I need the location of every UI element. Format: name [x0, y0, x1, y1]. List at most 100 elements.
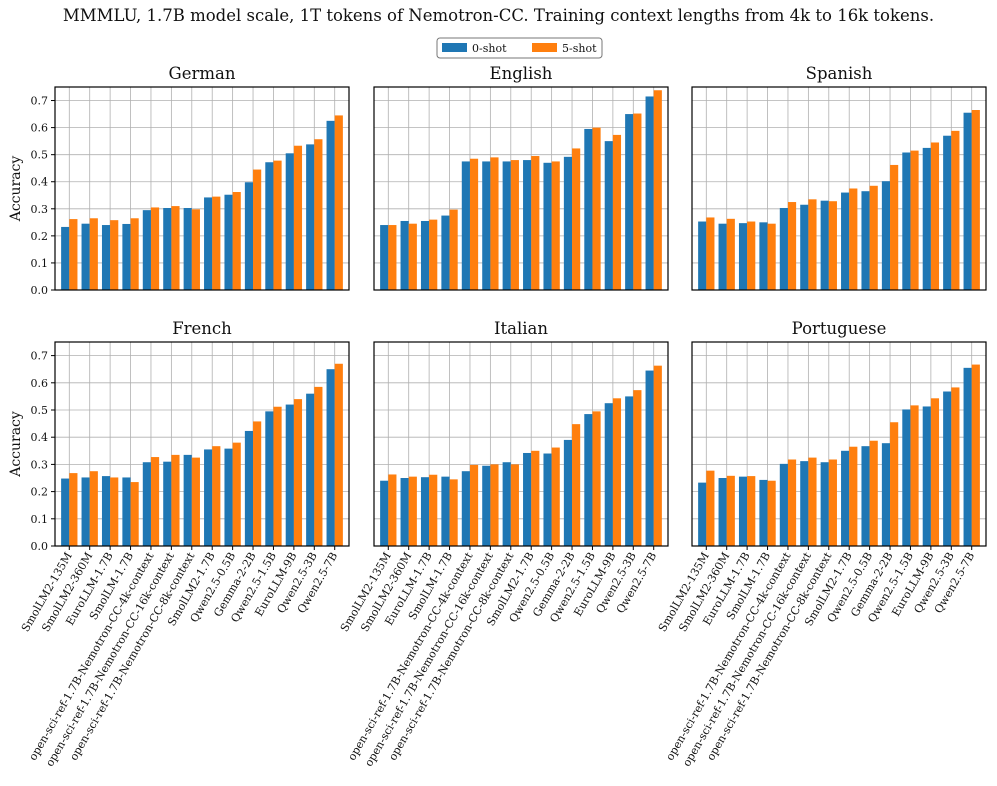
y-tick-label: 0.3 [31, 203, 49, 216]
bar-portuguese-0-shot-smollm2-135m [698, 482, 707, 546]
bar-italian-5-shot-smollm2-360m [408, 476, 417, 546]
bar-portuguese-0-shot-eurollm-9b [922, 406, 931, 546]
bar-portuguese-0-shot-eurollm-1-7b [738, 476, 748, 546]
bar-french-0-shot-open-sci-ref-1-7b-nemotron-cc-16k-context [163, 461, 172, 546]
bar-italian-0-shot-qwen2-5-1-5b [584, 414, 593, 546]
bar-english-5-shot-eurollm-1-7b [429, 219, 438, 290]
bar-spanish-5-shot-qwen2-5-0-5b [869, 185, 878, 290]
bar-portuguese-5-shot-eurollm-9b [930, 398, 940, 546]
y-tick-label: 0.3 [31, 458, 49, 471]
bar-french-0-shot-smollm-1-7b [122, 477, 131, 546]
bar-english-5-shot-smollm-1-7b [449, 209, 458, 290]
bar-french-0-shot-qwen2-5-0-5b [224, 448, 233, 546]
subplot-spanish: Spanish [691, 64, 987, 291]
bar-german-5-shot-open-sci-ref-1-7b-nemotron-cc-16k-context [171, 206, 180, 290]
bar-german-0-shot-open-sci-ref-1-7b-nemotron-cc-16k-context [163, 207, 172, 290]
bar-portuguese-5-shot-smollm-1-7b [767, 480, 776, 546]
bar-spanish-5-shot-gemma-2-2b [890, 164, 899, 290]
bar-french-5-shot-eurollm-1-7b [110, 477, 119, 546]
bar-english-5-shot-open-sci-ref-1-7b-nemotron-cc-16k-context [490, 157, 499, 290]
bar-portuguese-0-shot-smollm2-360m [718, 478, 727, 546]
bar-french-0-shot-eurollm-9b [285, 404, 294, 546]
axes-frame [373, 341, 669, 547]
bar-english-5-shot-eurollm-9b [612, 134, 622, 290]
bar-english-5-shot-smollm2-360m [408, 223, 417, 290]
bar-spanish-5-shot-open-sci-ref-1-7b-nemotron-cc-16k-context [808, 199, 817, 290]
bar-english-0-shot-qwen2-5-0-5b [543, 162, 552, 290]
bar-italian-5-shot-qwen2-5-3b [633, 390, 642, 546]
bar-french-0-shot-smollm2-1-7b [204, 449, 213, 546]
bar-spanish-5-shot-smollm2-135m [706, 217, 715, 290]
axes-frame [691, 86, 987, 291]
legend: 0-shot 5-shot [436, 37, 603, 59]
bar-italian-0-shot-eurollm-9b [604, 403, 613, 546]
bar-portuguese-0-shot-qwen2-5-7b [963, 367, 972, 546]
bar-french-5-shot-smollm2-135m [69, 473, 78, 546]
bar-english-0-shot-open-sci-ref-1-7b-nemotron-cc-4k-context [461, 161, 470, 290]
bar-english-0-shot-eurollm-1-7b [420, 220, 430, 290]
bar-italian-5-shot-open-sci-ref-1-7b-nemotron-cc-16k-context [490, 464, 499, 546]
bar-french-5-shot-qwen2-5-7b [334, 363, 343, 546]
bar-english-5-shot-qwen2-5-1-5b [592, 127, 601, 290]
bar-portuguese-5-shot-qwen2-5-0-5b [869, 440, 878, 546]
bar-portuguese-0-shot-smollm2-1-7b [841, 450, 850, 546]
bar-portuguese-0-shot-gemma-2-2b [881, 443, 891, 546]
bar-french-0-shot-smollm2-360m [81, 477, 90, 546]
bar-french-5-shot-eurollm-9b [293, 399, 303, 546]
bar-french-5-shot-smollm2-360m [89, 471, 98, 546]
bar-french-5-shot-qwen2-5-1-5b [273, 406, 282, 546]
bar-portuguese-0-shot-qwen2-5-3b [943, 391, 952, 546]
bar-italian-0-shot-qwen2-5-3b [625, 396, 634, 546]
bar-spanish-5-shot-qwen2-5-3b [951, 130, 960, 290]
bar-spanish-0-shot-smollm-1-7b [759, 222, 768, 290]
bar-german-5-shot-gemma-2-2b [253, 169, 262, 290]
bar-french-5-shot-qwen2-5-3b [314, 386, 323, 546]
bar-italian-0-shot-smollm2-135m [380, 480, 389, 546]
bar-german-0-shot-gemma-2-2b [244, 182, 254, 290]
y-tick-label: 0.1 [31, 257, 49, 270]
bar-spanish-5-shot-qwen2-5-7b [971, 110, 980, 290]
bar-portuguese-5-shot-qwen2-5-7b [971, 364, 980, 546]
bar-english-0-shot-open-sci-ref-1-7b-nemotron-cc-8k-context [502, 161, 511, 290]
bar-portuguese-5-shot-qwen2-5-1-5b [910, 405, 919, 546]
bar-german-5-shot-qwen2-5-1-5b [273, 160, 282, 290]
bar-spanish-0-shot-qwen2-5-1-5b [902, 152, 911, 290]
bar-french-0-shot-qwen2-5-3b [306, 393, 315, 546]
y-tick-label: 0.7 [31, 95, 49, 108]
bar-italian-0-shot-open-sci-ref-1-7b-nemotron-cc-8k-context [502, 462, 511, 546]
bar-german-0-shot-smollm2-135m [61, 226, 70, 290]
axes-frame [54, 341, 350, 547]
bar-french-5-shot-open-sci-ref-1-7b-nemotron-cc-16k-context [171, 454, 180, 546]
bar-portuguese-0-shot-qwen2-5-1-5b [902, 409, 911, 546]
bar-spanish-0-shot-smollm2-360m [718, 223, 727, 290]
bar-italian-0-shot-smollm2-360m [400, 478, 409, 546]
bar-spanish-5-shot-eurollm-1-7b [747, 221, 756, 290]
bar-portuguese-0-shot-open-sci-ref-1-7b-nemotron-cc-8k-context [820, 462, 829, 546]
bar-german-0-shot-eurollm-9b [285, 153, 294, 290]
legend-swatch-5-shot [532, 43, 557, 52]
bar-portuguese-5-shot-open-sci-ref-1-7b-nemotron-cc-8k-context [828, 459, 837, 546]
bar-italian-5-shot-smollm2-135m [388, 474, 397, 546]
bar-english-5-shot-qwen2-5-7b [653, 90, 662, 290]
bar-english-5-shot-gemma-2-2b [572, 148, 581, 290]
bar-french-0-shot-gemma-2-2b [244, 430, 254, 546]
bar-italian-5-shot-gemma-2-2b [572, 424, 581, 546]
bar-german-0-shot-open-sci-ref-1-7b-nemotron-cc-8k-context [183, 207, 192, 290]
bar-english-0-shot-smollm2-360m [400, 220, 409, 290]
bar-german-5-shot-smollm2-1-7b [212, 196, 221, 290]
bar-german-5-shot-eurollm-1-7b [110, 220, 119, 290]
bar-french-0-shot-qwen2-5-1-5b [265, 411, 274, 546]
bar-french-5-shot-gemma-2-2b [253, 421, 262, 546]
bar-portuguese-0-shot-smollm-1-7b [759, 479, 768, 546]
y-tick-label: 0.7 [31, 350, 49, 363]
bar-italian-0-shot-smollm2-1-7b [523, 452, 532, 546]
bar-spanish-5-shot-smollm2-1-7b [849, 188, 858, 290]
y-tick-label: 0.6 [31, 377, 49, 390]
bar-italian-0-shot-open-sci-ref-1-7b-nemotron-cc-4k-context [461, 471, 470, 546]
subplot-german: German 0.0 0.1 0.2 0.3 0.4 0.5 0.6 0.7 Accuracy [8, 64, 350, 297]
bar-french-0-shot-eurollm-1-7b [101, 476, 111, 546]
bar-french-0-shot-smollm2-135m [61, 478, 70, 546]
bar-english-5-shot-smollm2-135m [388, 225, 397, 290]
bar-spanish-0-shot-eurollm-1-7b [738, 223, 748, 290]
bar-german-5-shot-smollm2-360m [89, 218, 98, 290]
